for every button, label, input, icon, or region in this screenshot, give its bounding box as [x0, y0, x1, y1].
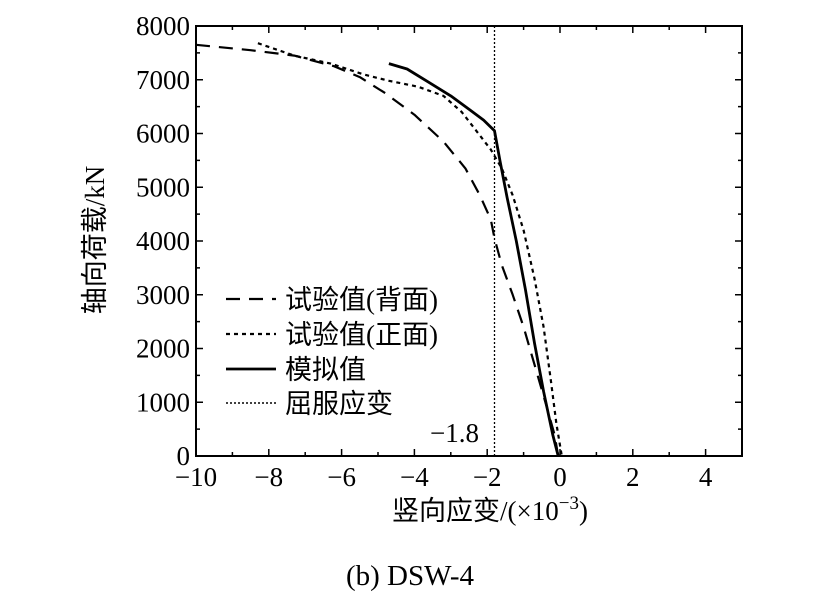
y-tick-label: 2000	[136, 334, 190, 364]
x-tick-label: 4	[699, 462, 713, 492]
x-tick-label: −10	[175, 462, 217, 492]
y-tick-label: 6000	[136, 119, 190, 149]
x-axis-title-main: 竖向应变/(×10	[392, 496, 559, 526]
x-tick-label: 0	[553, 462, 567, 492]
y-tick-label: 7000	[136, 65, 190, 95]
plot-frame	[195, 25, 743, 457]
x-axis-title-tail: )	[579, 496, 588, 526]
x-axis-title: 竖向应变/(×10−3)	[392, 493, 588, 526]
x-tick-label: −8	[254, 462, 283, 492]
y-tick-label: 5000	[136, 172, 190, 202]
x-tick-label: −2	[473, 462, 502, 492]
series-line-0	[195, 43, 560, 457]
y-tick-label: 3000	[136, 280, 190, 310]
legend-label-3: 屈服应变	[285, 389, 393, 419]
x-tick-label: −6	[327, 462, 356, 492]
x-tick-label: 2	[626, 462, 640, 492]
axes: −10 −8 −6 −4 −2 0 2 4 0 1000 2000 3000 4000 5000 6000 7…	[136, 11, 743, 492]
series-line-1	[257, 42, 563, 457]
series-layer	[195, 26, 563, 457]
y-tick-label: 1000	[136, 387, 190, 417]
x-axis-title-exponent: −3	[559, 493, 579, 514]
y-tick-label: 0	[177, 441, 191, 471]
legend-label-2: 模拟值	[285, 355, 366, 385]
yield-strain-annotation: −1.8	[430, 418, 479, 448]
legend-label-0: 试验值(背面)	[285, 285, 438, 315]
y-tick-label: 4000	[136, 226, 190, 256]
x-tick-label: −4	[400, 462, 429, 492]
y-tick-label: 8000	[136, 11, 190, 41]
figure-caption: (b) DSW-4	[345, 560, 475, 592]
series-line-2	[388, 62, 560, 457]
legend-label-1: 试验值(正面)	[285, 320, 438, 350]
y-axis-title: 轴向荷载/kN	[80, 166, 110, 315]
line-chart: −10 −8 −6 −4 −2 0 2 4 0 1000 2000 3000 4000 5000 6000 7…	[80, 11, 743, 526]
